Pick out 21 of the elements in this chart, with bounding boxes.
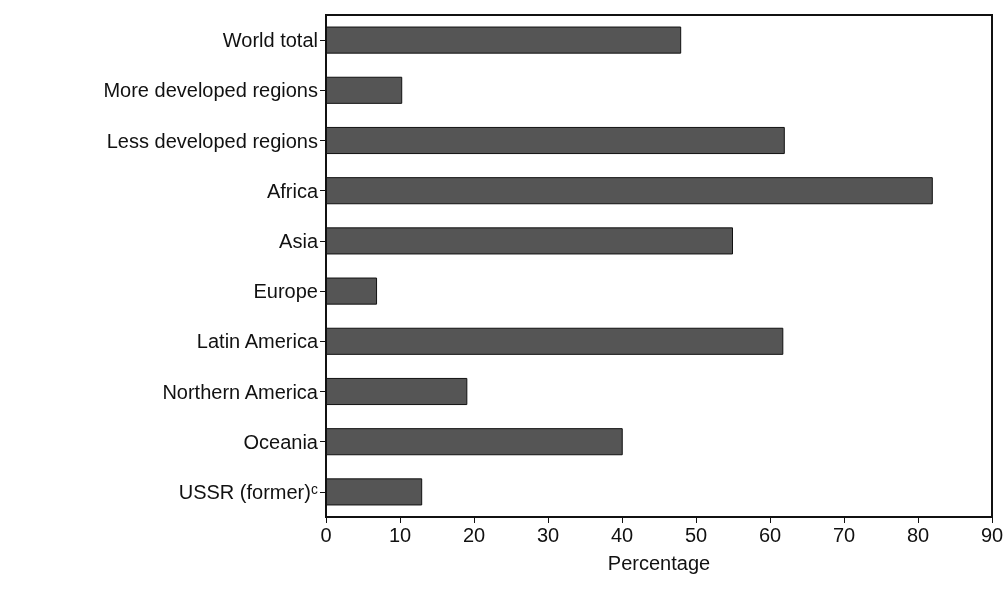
- y-tick-label: Northern America: [162, 380, 319, 403]
- x-tick-label: 10: [388, 524, 412, 546]
- x-tick-label: 20: [462, 524, 486, 546]
- x-tick-label: 90: [980, 524, 1004, 546]
- x-axis-title: Percentage: [607, 552, 711, 574]
- x-tick-label: 0: [320, 524, 332, 546]
- y-tick-label: Africa: [266, 179, 319, 202]
- y-tick-label: Less developed regions: [106, 129, 318, 152]
- y-tick-label: Asia: [279, 229, 319, 252]
- x-tick-label: 60: [758, 524, 782, 546]
- y-tick-label: USSR (former)ᶜ: [178, 480, 318, 503]
- y-tick-label: Oceania: [243, 430, 319, 453]
- y-tick-label: World total: [222, 29, 318, 52]
- x-tick-label: 30: [536, 524, 560, 546]
- y-tick-label: Latin America: [196, 330, 319, 353]
- x-tick-label: 40: [610, 524, 634, 546]
- x-tick-label: 80: [906, 524, 930, 546]
- x-tick-label: 70: [832, 524, 856, 546]
- y-tick-label: More developed regions: [103, 79, 318, 102]
- y-tick-label: Europe: [253, 280, 318, 303]
- x-tick-label: 50: [684, 524, 708, 546]
